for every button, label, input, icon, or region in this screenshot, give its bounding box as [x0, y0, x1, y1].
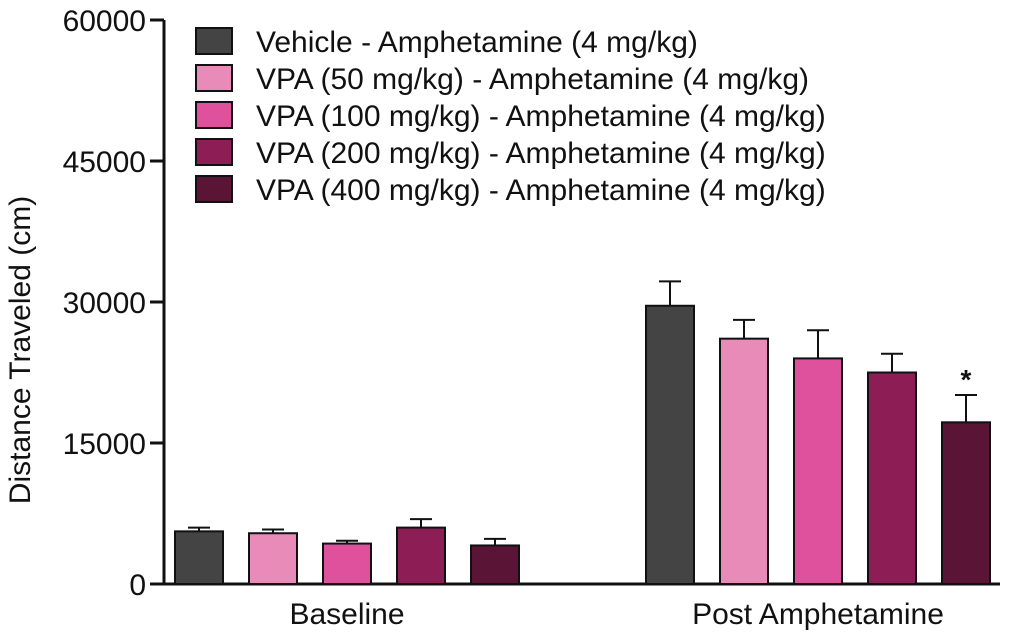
y-axis-title: Distance Traveled (cm)	[4, 196, 37, 504]
y-tick-label: 45000	[63, 146, 146, 179]
legend-label: VPA (50 mg/kg) - Amphetamine (4 mg/kg)	[256, 63, 809, 96]
bar	[867, 371, 917, 585]
bars: *	[174, 280, 991, 586]
legend-label: VPA (100 mg/kg) - Amphetamine (4 mg/kg)	[256, 100, 826, 133]
legend-swatch	[195, 101, 233, 129]
bar	[470, 544, 520, 586]
x-category-label: Post Amphetamine	[692, 598, 944, 631]
bar	[396, 526, 446, 585]
legend: Vehicle - Amphetamine (4 mg/kg) VPA (50 m…	[195, 26, 826, 207]
bar	[793, 357, 843, 585]
bar	[322, 542, 372, 586]
bar	[941, 421, 991, 585]
x-category-label: Baseline	[289, 598, 404, 631]
bar	[645, 304, 695, 585]
bar	[174, 530, 224, 585]
legend-swatch	[195, 175, 233, 203]
legend-label: Vehicle - Amphetamine (4 mg/kg)	[256, 26, 698, 59]
legend-swatch	[195, 138, 233, 166]
legend-swatch	[195, 64, 233, 92]
legend-label: VPA (400 mg/kg) - Amphetamine (4 mg/kg)	[256, 174, 826, 207]
y-tick-label: 30000	[63, 287, 146, 320]
y-tick-label: 15000	[63, 428, 146, 461]
axes: 0 15000 30000 45000 60000 Baseline Post Amphet…	[63, 5, 1000, 631]
y-tick-label: 0	[129, 569, 146, 602]
y-tick-label: 60000	[63, 5, 146, 38]
legend-label: VPA (200 mg/kg) - Amphetamine (4 mg/kg)	[256, 137, 826, 170]
bar	[248, 532, 298, 585]
legend-swatch	[195, 27, 233, 55]
bar	[719, 337, 769, 585]
significance-marker: *	[961, 364, 972, 395]
